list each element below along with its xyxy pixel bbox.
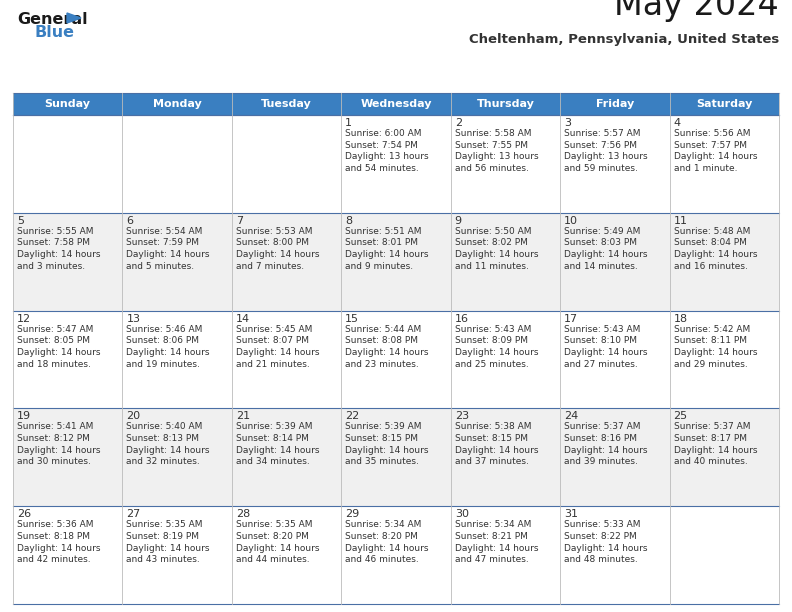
Text: Sunrise: 5:45 AM
Sunset: 8:07 PM
Daylight: 14 hours
and 21 minutes.: Sunrise: 5:45 AM Sunset: 8:07 PM Dayligh… (236, 324, 319, 368)
Text: 19: 19 (17, 411, 31, 422)
Text: Sunrise: 5:51 AM
Sunset: 8:01 PM
Daylight: 14 hours
and 9 minutes.: Sunrise: 5:51 AM Sunset: 8:01 PM Dayligh… (345, 227, 428, 271)
Text: 22: 22 (345, 411, 360, 422)
Text: 14: 14 (236, 313, 250, 324)
Text: 18: 18 (673, 313, 687, 324)
Text: Sunrise: 5:46 AM
Sunset: 8:06 PM
Daylight: 14 hours
and 19 minutes.: Sunrise: 5:46 AM Sunset: 8:06 PM Dayligh… (127, 324, 210, 368)
Text: Sunrise: 5:40 AM
Sunset: 8:13 PM
Daylight: 14 hours
and 32 minutes.: Sunrise: 5:40 AM Sunset: 8:13 PM Dayligh… (127, 422, 210, 466)
Text: 5: 5 (17, 216, 24, 226)
Polygon shape (67, 13, 81, 23)
Text: Sunrise: 5:39 AM
Sunset: 8:14 PM
Daylight: 14 hours
and 34 minutes.: Sunrise: 5:39 AM Sunset: 8:14 PM Dayligh… (236, 422, 319, 466)
Text: Sunrise: 5:58 AM
Sunset: 7:55 PM
Daylight: 13 hours
and 56 minutes.: Sunrise: 5:58 AM Sunset: 7:55 PM Dayligh… (455, 129, 539, 173)
Text: Tuesday: Tuesday (261, 99, 312, 109)
Text: 28: 28 (236, 509, 250, 519)
Text: Sunday: Sunday (44, 99, 91, 109)
Text: 25: 25 (673, 411, 687, 422)
Text: Thursday: Thursday (477, 99, 535, 109)
Text: Sunrise: 5:57 AM
Sunset: 7:56 PM
Daylight: 13 hours
and 59 minutes.: Sunrise: 5:57 AM Sunset: 7:56 PM Dayligh… (564, 129, 648, 173)
Text: Sunrise: 5:38 AM
Sunset: 8:15 PM
Daylight: 14 hours
and 37 minutes.: Sunrise: 5:38 AM Sunset: 8:15 PM Dayligh… (455, 422, 539, 466)
Text: 11: 11 (673, 216, 687, 226)
Text: 7: 7 (236, 216, 243, 226)
Text: Sunrise: 5:37 AM
Sunset: 8:17 PM
Daylight: 14 hours
and 40 minutes.: Sunrise: 5:37 AM Sunset: 8:17 PM Dayligh… (673, 422, 757, 466)
Text: Sunrise: 5:43 AM
Sunset: 8:10 PM
Daylight: 14 hours
and 27 minutes.: Sunrise: 5:43 AM Sunset: 8:10 PM Dayligh… (564, 324, 648, 368)
Text: 24: 24 (564, 411, 578, 422)
Text: Sunrise: 5:41 AM
Sunset: 8:12 PM
Daylight: 14 hours
and 30 minutes.: Sunrise: 5:41 AM Sunset: 8:12 PM Dayligh… (17, 422, 101, 466)
Text: 15: 15 (345, 313, 360, 324)
Text: 16: 16 (455, 313, 469, 324)
Text: Sunrise: 5:44 AM
Sunset: 8:08 PM
Daylight: 14 hours
and 23 minutes.: Sunrise: 5:44 AM Sunset: 8:08 PM Dayligh… (345, 324, 428, 368)
Text: Sunrise: 5:34 AM
Sunset: 8:21 PM
Daylight: 14 hours
and 47 minutes.: Sunrise: 5:34 AM Sunset: 8:21 PM Dayligh… (455, 520, 539, 564)
Bar (13, 311, 779, 408)
Text: Sunrise: 5:35 AM
Sunset: 8:19 PM
Daylight: 14 hours
and 43 minutes.: Sunrise: 5:35 AM Sunset: 8:19 PM Dayligh… (127, 520, 210, 564)
Text: Sunrise: 5:53 AM
Sunset: 8:00 PM
Daylight: 14 hours
and 7 minutes.: Sunrise: 5:53 AM Sunset: 8:00 PM Dayligh… (236, 227, 319, 271)
Bar (13, 506, 779, 604)
Text: 31: 31 (564, 509, 578, 519)
Text: Sunrise: 5:55 AM
Sunset: 7:58 PM
Daylight: 14 hours
and 3 minutes.: Sunrise: 5:55 AM Sunset: 7:58 PM Dayligh… (17, 227, 101, 271)
Text: Sunrise: 5:50 AM
Sunset: 8:02 PM
Daylight: 14 hours
and 11 minutes.: Sunrise: 5:50 AM Sunset: 8:02 PM Dayligh… (455, 227, 539, 271)
Text: 1: 1 (345, 118, 352, 128)
Text: 27: 27 (127, 509, 141, 519)
Bar (13, 115, 779, 213)
Text: Wednesday: Wednesday (360, 99, 432, 109)
Text: 12: 12 (17, 313, 31, 324)
Text: 10: 10 (564, 216, 578, 226)
Text: 13: 13 (127, 313, 140, 324)
Text: Sunrise: 5:42 AM
Sunset: 8:11 PM
Daylight: 14 hours
and 29 minutes.: Sunrise: 5:42 AM Sunset: 8:11 PM Dayligh… (673, 324, 757, 368)
Text: Sunrise: 5:39 AM
Sunset: 8:15 PM
Daylight: 14 hours
and 35 minutes.: Sunrise: 5:39 AM Sunset: 8:15 PM Dayligh… (345, 422, 428, 466)
Text: 6: 6 (127, 216, 133, 226)
Text: Sunrise: 5:37 AM
Sunset: 8:16 PM
Daylight: 14 hours
and 39 minutes.: Sunrise: 5:37 AM Sunset: 8:16 PM Dayligh… (564, 422, 648, 466)
Bar (13, 213, 779, 311)
Text: 23: 23 (455, 411, 469, 422)
Text: 30: 30 (455, 509, 469, 519)
Text: Sunrise: 6:00 AM
Sunset: 7:54 PM
Daylight: 13 hours
and 54 minutes.: Sunrise: 6:00 AM Sunset: 7:54 PM Dayligh… (345, 129, 429, 173)
Text: 2: 2 (455, 118, 462, 128)
Text: Friday: Friday (596, 99, 634, 109)
Text: Sunrise: 5:35 AM
Sunset: 8:20 PM
Daylight: 14 hours
and 44 minutes.: Sunrise: 5:35 AM Sunset: 8:20 PM Dayligh… (236, 520, 319, 564)
Text: 21: 21 (236, 411, 250, 422)
Text: Saturday: Saturday (696, 99, 752, 109)
Bar (13, 408, 779, 506)
Text: Sunrise: 5:56 AM
Sunset: 7:57 PM
Daylight: 14 hours
and 1 minute.: Sunrise: 5:56 AM Sunset: 7:57 PM Dayligh… (673, 129, 757, 173)
Text: 8: 8 (345, 216, 352, 226)
Text: 3: 3 (564, 118, 571, 128)
Text: Blue: Blue (35, 25, 75, 40)
Text: Cheltenham, Pennsylvania, United States: Cheltenham, Pennsylvania, United States (469, 33, 779, 46)
Text: Sunrise: 5:33 AM
Sunset: 8:22 PM
Daylight: 14 hours
and 48 minutes.: Sunrise: 5:33 AM Sunset: 8:22 PM Dayligh… (564, 520, 648, 564)
Text: Sunrise: 5:43 AM
Sunset: 8:09 PM
Daylight: 14 hours
and 25 minutes.: Sunrise: 5:43 AM Sunset: 8:09 PM Dayligh… (455, 324, 539, 368)
Text: Sunrise: 5:48 AM
Sunset: 8:04 PM
Daylight: 14 hours
and 16 minutes.: Sunrise: 5:48 AM Sunset: 8:04 PM Dayligh… (673, 227, 757, 271)
Text: 26: 26 (17, 509, 31, 519)
Text: May 2024: May 2024 (615, 0, 779, 22)
Text: Sunrise: 5:47 AM
Sunset: 8:05 PM
Daylight: 14 hours
and 18 minutes.: Sunrise: 5:47 AM Sunset: 8:05 PM Dayligh… (17, 324, 101, 368)
Text: Sunrise: 5:49 AM
Sunset: 8:03 PM
Daylight: 14 hours
and 14 minutes.: Sunrise: 5:49 AM Sunset: 8:03 PM Dayligh… (564, 227, 648, 271)
Text: Sunrise: 5:54 AM
Sunset: 7:59 PM
Daylight: 14 hours
and 5 minutes.: Sunrise: 5:54 AM Sunset: 7:59 PM Dayligh… (127, 227, 210, 271)
Text: 4: 4 (673, 118, 680, 128)
Text: Sunrise: 5:36 AM
Sunset: 8:18 PM
Daylight: 14 hours
and 42 minutes.: Sunrise: 5:36 AM Sunset: 8:18 PM Dayligh… (17, 520, 101, 564)
Text: 17: 17 (564, 313, 578, 324)
Text: 9: 9 (455, 216, 462, 226)
Text: 20: 20 (127, 411, 140, 422)
Text: Monday: Monday (153, 99, 201, 109)
Bar (13, 93, 779, 115)
Text: 29: 29 (345, 509, 360, 519)
Text: Sunrise: 5:34 AM
Sunset: 8:20 PM
Daylight: 14 hours
and 46 minutes.: Sunrise: 5:34 AM Sunset: 8:20 PM Dayligh… (345, 520, 428, 564)
Text: General: General (17, 12, 88, 27)
